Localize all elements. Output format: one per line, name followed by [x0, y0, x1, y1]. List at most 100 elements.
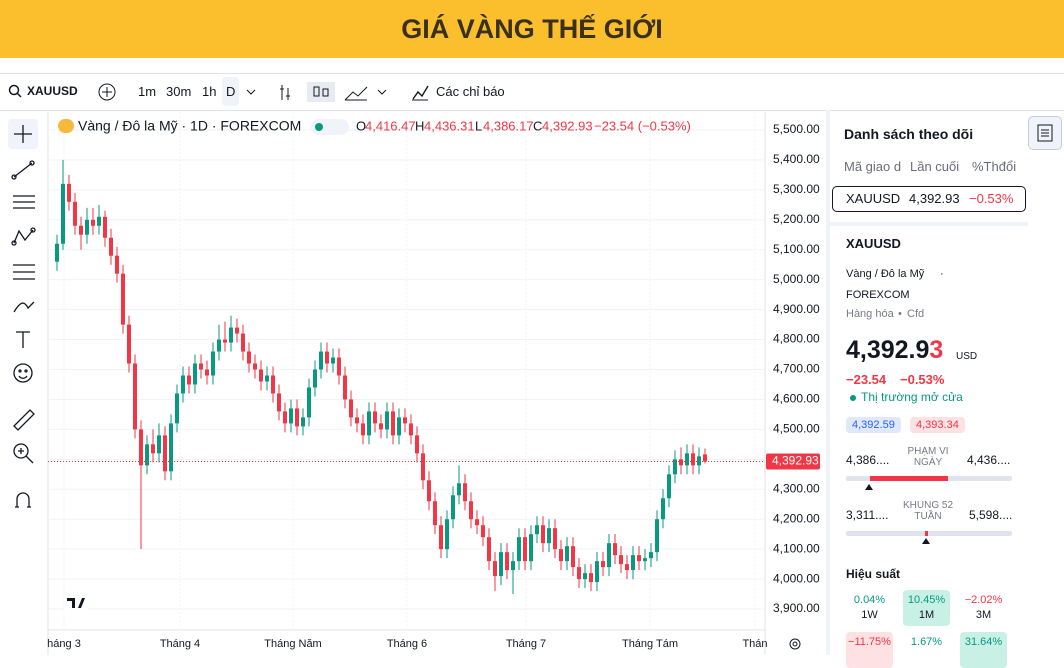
- candle-body: [559, 549, 563, 562]
- day-low: 4,386....: [846, 453, 890, 467]
- interval-active[interactable]: D: [222, 77, 240, 106]
- interval[interactable]: 1m: [138, 84, 157, 99]
- perf-cell: 1.67%: [903, 632, 950, 668]
- candle-body: [667, 474, 671, 499]
- candle-body: [205, 369, 209, 376]
- interval[interactable]: 30m: [166, 84, 192, 99]
- candle-body: [127, 324, 131, 364]
- y-tick-label: 4,700.00: [773, 362, 820, 376]
- last-price-label: 4,392.93: [772, 454, 819, 468]
- day-high: 4,436....: [967, 453, 1011, 467]
- price-main: 4,392.9: [846, 336, 930, 364]
- right-panel: Danh sách theo dõi Mã giao d Lần cuối %T…: [826, 110, 1028, 668]
- perf-period: 3M: [975, 609, 992, 621]
- candle-body: [469, 501, 473, 520]
- day-range-fill: [870, 476, 948, 481]
- y-tick-label: 5,000.00: [773, 272, 820, 286]
- candle-body: [673, 459, 677, 475]
- page-title: GIÁ VÀNG THẾ GIỚI: [401, 13, 663, 44]
- interval[interactable]: 1h: [202, 84, 217, 99]
- candle-body: [553, 528, 557, 550]
- candle-body: [355, 417, 359, 424]
- details-sep: •: [898, 308, 902, 320]
- legend-key: C: [533, 118, 542, 133]
- candle-body: [301, 417, 305, 427]
- year-label: KHUNG 52 TUẦN: [902, 500, 953, 522]
- candle-body: [493, 561, 497, 577]
- watchlist-row[interactable]: [832, 186, 1026, 212]
- candle-body: [91, 219, 95, 226]
- candle-body: [181, 375, 185, 394]
- details-change-pct: −0.53%: [900, 372, 945, 387]
- candle-body: [517, 537, 521, 562]
- y-tick-label: 4,100.00: [773, 541, 820, 555]
- details-exchange: FOREXCOM: [846, 289, 910, 301]
- details-currency: USD: [956, 351, 978, 362]
- candle-body: [331, 357, 335, 364]
- add-symbol[interactable]: [98, 83, 116, 101]
- watchlist-button[interactable]: [1028, 116, 1062, 150]
- candle-body: [391, 411, 395, 436]
- market-dot: [315, 123, 323, 131]
- toolbar-icons: [246, 82, 387, 102]
- year-low: 3,311....: [846, 508, 889, 522]
- year-marker: [922, 538, 930, 544]
- candle-body: [373, 411, 377, 424]
- y-tick-label: 4,200.00: [773, 511, 820, 525]
- status-dot: [850, 395, 856, 401]
- candle-body: [385, 411, 389, 430]
- legend-name: Vàng / Đô la Mỹ · 1D · FOREXCOM: [78, 118, 301, 134]
- indicators-button[interactable]: Các chỉ báo: [436, 84, 505, 99]
- watchlist-col: Mã giao d: [844, 159, 902, 174]
- candle-body: [457, 483, 461, 496]
- candle-body: [475, 519, 479, 526]
- x-tick-label: Thán: [742, 638, 767, 650]
- candle-body: [397, 417, 401, 436]
- candle-body: [409, 423, 413, 436]
- candle-body: [691, 453, 695, 466]
- perf-value: 1.67%: [910, 636, 943, 648]
- candle-body: [187, 375, 191, 385]
- candle-body: [685, 453, 689, 466]
- candle-body: [55, 243, 59, 262]
- candle-body: [319, 351, 323, 370]
- legend-change: −23.54 (−0.53%): [594, 118, 691, 133]
- candle-body: [367, 411, 371, 436]
- y-tick-label: 3,900.00: [773, 601, 820, 615]
- candle-body: [589, 573, 593, 583]
- candle-body: [121, 273, 125, 325]
- details-price: 4,392.93: [846, 336, 943, 365]
- candle-body: [211, 351, 215, 376]
- symbol-search[interactable]: XAUUSD: [27, 84, 78, 98]
- x-tick-label: háng 3: [47, 638, 81, 650]
- candle-body: [601, 561, 605, 568]
- candle-body: [445, 519, 449, 550]
- candle-body: [583, 573, 587, 580]
- legend-key: H: [415, 118, 424, 133]
- candle-body: [535, 525, 539, 535]
- candle-body: [307, 387, 311, 418]
- candle-body: [571, 546, 575, 568]
- candle-body: [109, 237, 113, 256]
- candle-body: [631, 555, 635, 571]
- perf-grid: 0.04% 1W 10.45% 1M −2.02% 3M −11.75% 1.67% 31.64…: [846, 590, 1016, 668]
- status-pill: [311, 119, 349, 135]
- perf-value: 31.64%: [964, 636, 1003, 648]
- legend-key: O: [356, 118, 366, 133]
- candle-body: [679, 459, 683, 466]
- candle-body: [481, 525, 485, 538]
- candle-body: [103, 216, 107, 238]
- details-name: Vàng / Đô la Mỹ: [846, 268, 925, 280]
- candle-body: [295, 408, 299, 427]
- drawing-tools: [8, 119, 38, 508]
- year-range-fill: [925, 531, 928, 536]
- settings-icon[interactable]: [789, 638, 801, 650]
- candle-body: [595, 561, 599, 583]
- candle-body: [313, 369, 317, 388]
- candle-body: [223, 339, 227, 343]
- candle-body: [133, 363, 137, 430]
- candle-body: [199, 363, 203, 370]
- y-tick-label: 5,400.00: [773, 152, 820, 166]
- tv-logo: [64, 593, 88, 613]
